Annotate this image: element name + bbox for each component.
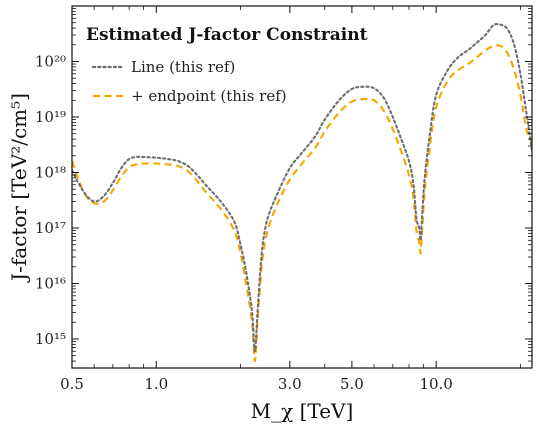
x-tick-label: 5.0 [340,375,364,393]
y-tick-label: 10²⁰ [35,52,66,70]
series-layer [72,23,532,363]
y-axis-title: J-factor [TeV²/cm⁵] [7,93,31,283]
y-tick-label: 10¹⁸ [35,163,66,181]
x-tick-label: 0.5 [60,375,84,393]
tick-labels: 0.5 1.0 3.0 5.0 10.0 10¹⁵ 10¹⁶ 10¹⁷ 10¹⁸ 10¹⁹ 10²⁰ [35,52,453,393]
legend-title: Estimated J-factor Constraint [86,25,368,45]
x-tick-label: 10.0 [419,375,452,393]
legend-label-endpoint: + endpoint (this ref) [131,87,287,105]
x-axis-title: M_χ [TeV] [251,399,354,423]
y-tick-label: 10¹⁶ [35,274,66,292]
ticks [71,6,532,368]
y-tick-label: 10¹⁵ [35,330,66,348]
legend-label-line: Line (this ref) [131,58,235,76]
x-tick-label: 3.0 [278,375,302,393]
y-tick-label: 10¹⁹ [35,108,66,126]
y-tick-label: 10¹⁷ [35,219,66,237]
x-tick-label: 1.0 [144,375,168,393]
series-line-endpoint [72,44,532,363]
legend: Estimated J-factor Constraint Line (this… [86,25,368,105]
plot-frame [71,5,533,369]
series-line-line [72,23,532,353]
